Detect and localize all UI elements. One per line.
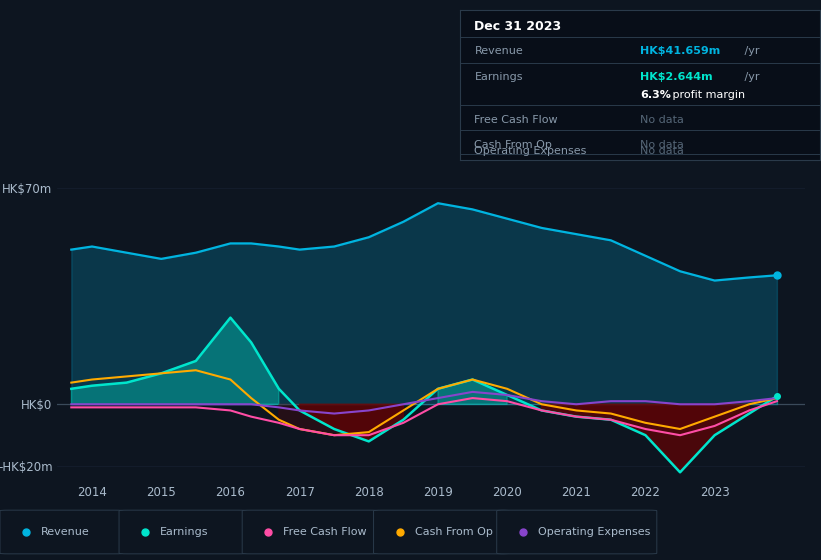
Text: Revenue: Revenue [41,527,89,537]
Text: Free Cash Flow: Free Cash Flow [475,115,558,125]
FancyBboxPatch shape [374,510,509,554]
Text: Cash From Op: Cash From Op [475,141,553,151]
FancyBboxPatch shape [242,510,378,554]
Text: HK$2.644m: HK$2.644m [640,72,713,82]
Text: Free Cash Flow: Free Cash Flow [283,527,367,537]
Text: Earnings: Earnings [160,527,209,537]
Text: Revenue: Revenue [475,46,523,56]
Text: /yr: /yr [741,72,759,82]
Text: Cash From Op: Cash From Op [415,527,493,537]
Text: 6.3%: 6.3% [640,90,671,100]
Text: /yr: /yr [741,46,759,56]
Text: Dec 31 2023: Dec 31 2023 [475,21,562,34]
FancyBboxPatch shape [497,510,657,554]
Text: Operating Expenses: Operating Expenses [538,527,650,537]
Text: HK$41.659m: HK$41.659m [640,46,720,56]
Text: Operating Expenses: Operating Expenses [475,146,587,156]
Text: profit margin: profit margin [669,90,745,100]
FancyBboxPatch shape [119,510,246,554]
Text: No data: No data [640,115,684,125]
Text: No data: No data [640,146,684,156]
Text: Earnings: Earnings [475,72,523,82]
Text: No data: No data [640,141,684,151]
FancyBboxPatch shape [0,510,123,554]
